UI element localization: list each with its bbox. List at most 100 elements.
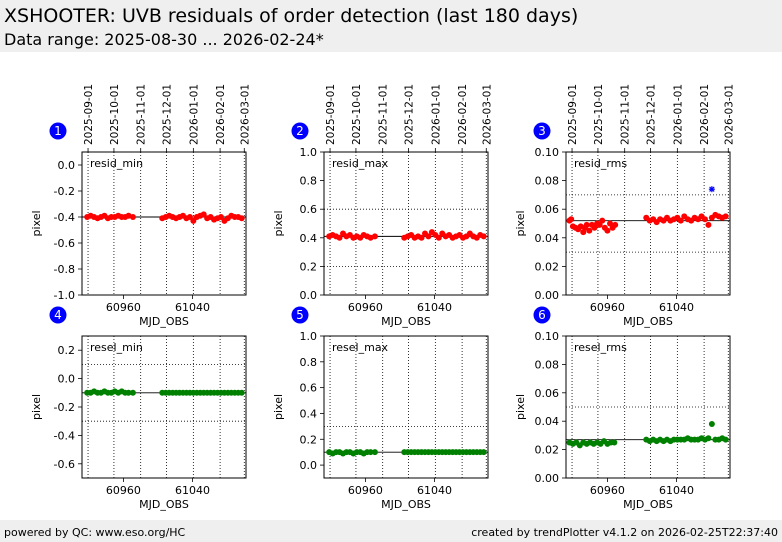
date-tick-label: 2026-03-01	[723, 84, 735, 145]
data-point	[238, 389, 245, 396]
x-tick-label: 60960	[590, 484, 625, 497]
panel-1: 2025-09-01 2025-10-01 2025-11-01 2025-12-01…	[30, 84, 251, 328]
x-axis-label: MJD_OBS	[623, 315, 673, 328]
data-point	[186, 214, 193, 220]
y-tick-label: 0.10	[535, 330, 560, 343]
date-tick-label: 2026-01-01	[672, 84, 684, 145]
data-point	[190, 217, 197, 224]
y-tick-label: 0.8	[300, 356, 318, 369]
x-tick-label: 60960	[348, 301, 383, 314]
panel-label: resid_rms	[574, 157, 627, 170]
x-tick-label: 61040	[417, 484, 452, 497]
panel-label: resel_max	[332, 341, 389, 354]
x-axis-label: MJD_OBS	[139, 498, 189, 511]
plot-frame	[81, 335, 247, 479]
y-tick-label: 0.0	[300, 289, 318, 302]
plot-frame	[565, 151, 731, 296]
footer-powered-by: powered by QC: www.eso.org/HC	[4, 526, 186, 539]
data-points	[84, 211, 245, 224]
panel-2: 2025-09-01 2025-10-01 2025-11-01 2025-12-01…	[272, 84, 493, 328]
panel-number: 6	[538, 308, 546, 322]
data-point	[480, 233, 487, 240]
y-tick-label: 0.02	[535, 260, 560, 273]
data-point	[425, 233, 432, 240]
y-tick-label: 0.4	[300, 407, 318, 420]
x-tick-label: 61040	[175, 484, 210, 497]
x-axis-label: MJD_OBS	[623, 498, 673, 511]
data-point	[722, 436, 729, 443]
date-tick-label: 2025-12-01	[404, 84, 416, 145]
y-tick-label: -0.6	[54, 458, 75, 471]
y-tick-label: 1.0	[300, 146, 318, 159]
date-tick-label: 2025-12-01	[646, 84, 658, 145]
y-tick-label: 0.6	[300, 203, 318, 216]
y-tick-label: -0.2	[54, 401, 75, 414]
date-tick-label: 2025-12-01	[162, 84, 174, 145]
date-tick-label: 2026-01-01	[188, 84, 200, 145]
y-tick-label: -0.8	[54, 263, 75, 276]
y-tick-label: 0.2	[300, 433, 318, 446]
x-tick-label: 60960	[590, 301, 625, 314]
panel-number: 1	[54, 124, 62, 138]
data-point	[435, 234, 442, 241]
data-point	[336, 234, 343, 241]
date-tick-label: 2025-09-01	[567, 84, 579, 145]
plot-frame	[323, 151, 489, 296]
panel-number: 3	[538, 124, 546, 138]
y-tick-label: 0.6	[300, 382, 318, 395]
y-tick-label: -1.0	[54, 289, 75, 302]
y-axis-label: pixel	[30, 210, 43, 236]
y-tick-label: 0.04	[535, 232, 560, 245]
x-tick-label: 61040	[659, 301, 694, 314]
y-axis-label: pixel	[272, 210, 285, 236]
data-point	[611, 439, 618, 446]
panel-label: resid_min	[90, 157, 143, 170]
data-point	[701, 216, 708, 223]
date-tick-label: 2025-11-01	[378, 84, 390, 145]
data-point	[586, 227, 593, 234]
y-tick-label: 0.06	[535, 387, 560, 400]
x-tick-label: 61040	[175, 301, 210, 314]
data-points	[566, 421, 729, 449]
panel-number-badge	[533, 122, 551, 140]
panel-label: resel_min	[90, 341, 143, 354]
data-point	[705, 435, 712, 442]
data-point	[705, 221, 712, 228]
y-tick-label: -0.2	[54, 185, 75, 198]
panel-number-badge	[291, 306, 309, 324]
data-point	[217, 214, 224, 220]
y-axis-label: pixel	[272, 394, 285, 420]
data-point	[722, 213, 729, 220]
data-point	[612, 221, 619, 228]
date-tick-label: 2026-02-01	[215, 84, 227, 145]
date-tick-label: 2025-10-01	[109, 84, 121, 145]
date-tick-label: 2025-11-01	[620, 84, 632, 145]
y-axis-label: pixel	[514, 210, 527, 236]
y-tick-label: 0.4	[300, 232, 318, 245]
panel-label: resel_rms	[574, 341, 627, 354]
footer-bar: powered by QC: www.eso.org/HC created by…	[0, 520, 782, 542]
panel-number: 2	[296, 124, 304, 138]
plot-frame	[81, 151, 247, 296]
date-tick-label: 2026-01-01	[430, 84, 442, 145]
data-point	[708, 421, 715, 428]
y-axis-label: pixel	[30, 394, 43, 420]
y-tick-label: 0.08	[535, 358, 560, 371]
y-tick-label: 0.00	[535, 289, 560, 302]
panel-number-badge	[291, 122, 309, 140]
data-point	[583, 221, 590, 228]
x-tick-label: 61040	[659, 484, 694, 497]
data-points	[566, 186, 729, 236]
y-tick-label: 0.2	[58, 344, 76, 357]
data-point	[125, 389, 132, 396]
x-axis-label: MJD_OBS	[139, 315, 189, 328]
panel-number-badge	[49, 122, 67, 140]
panel-number: 4	[54, 308, 62, 322]
data-point	[568, 216, 575, 223]
y-tick-label: 1.0	[300, 330, 318, 343]
data-point	[238, 215, 245, 222]
panel-number-badge	[49, 306, 67, 324]
page-subtitle: Data range: 2025-08-30 ... 2026-02-24*	[4, 30, 324, 49]
